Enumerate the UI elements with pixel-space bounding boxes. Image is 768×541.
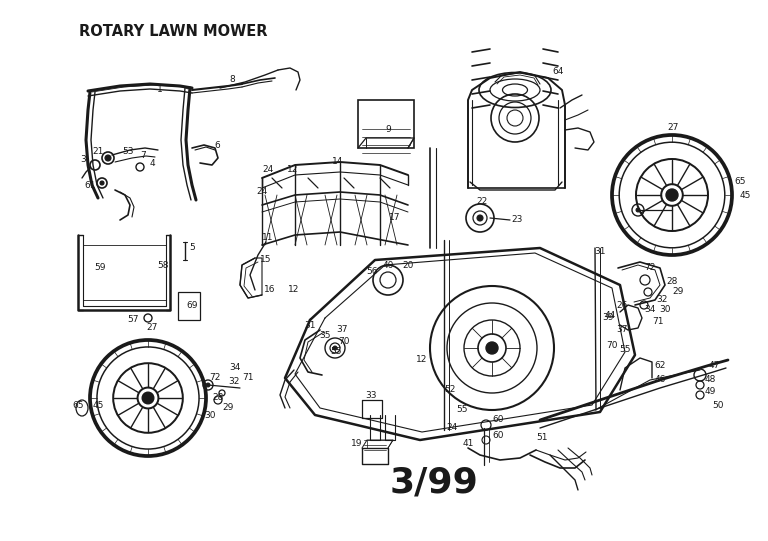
- Circle shape: [486, 342, 498, 354]
- Text: ROTARY LAWN MOWER: ROTARY LAWN MOWER: [78, 24, 267, 39]
- Text: 33: 33: [366, 391, 377, 399]
- Text: 32: 32: [657, 295, 667, 305]
- Circle shape: [636, 208, 640, 212]
- Text: 53: 53: [122, 148, 134, 156]
- Text: 49: 49: [704, 387, 716, 397]
- Text: 45: 45: [92, 400, 104, 410]
- Text: 40: 40: [382, 261, 394, 269]
- Text: 22: 22: [476, 197, 488, 207]
- Text: 7: 7: [140, 150, 146, 160]
- Text: 31: 31: [304, 320, 316, 329]
- Text: 65: 65: [72, 400, 84, 410]
- Text: 55: 55: [619, 346, 631, 354]
- Text: 34: 34: [644, 306, 656, 314]
- Text: 5: 5: [189, 243, 195, 253]
- Circle shape: [477, 215, 483, 221]
- Text: 1: 1: [157, 84, 163, 94]
- Text: 17: 17: [389, 214, 401, 222]
- Text: 41: 41: [462, 439, 474, 448]
- Text: 9: 9: [385, 126, 391, 135]
- Text: 65: 65: [734, 177, 746, 187]
- Text: 3/99: 3/99: [389, 466, 478, 499]
- Text: 29: 29: [222, 404, 233, 412]
- Text: 37: 37: [336, 326, 348, 334]
- Text: 24: 24: [263, 166, 273, 175]
- Text: 28: 28: [212, 393, 223, 403]
- Text: 4: 4: [149, 159, 155, 168]
- Text: 72: 72: [210, 373, 220, 382]
- Text: 26: 26: [616, 300, 627, 309]
- Text: 69: 69: [187, 300, 197, 309]
- Text: 3: 3: [80, 155, 86, 164]
- Text: 27: 27: [147, 324, 157, 333]
- Text: 19: 19: [351, 439, 362, 448]
- Text: 8: 8: [229, 76, 235, 84]
- Text: 57: 57: [127, 315, 139, 325]
- Bar: [178, 292, 200, 320]
- Text: 32: 32: [228, 378, 240, 386]
- Text: 12: 12: [287, 166, 299, 175]
- Text: 55: 55: [456, 406, 468, 414]
- Text: 35: 35: [319, 331, 331, 340]
- Text: 71: 71: [242, 373, 253, 382]
- Text: 51: 51: [536, 433, 548, 443]
- Circle shape: [666, 189, 678, 201]
- Text: 56: 56: [366, 267, 378, 276]
- Text: 62: 62: [654, 360, 666, 370]
- Circle shape: [105, 155, 111, 161]
- Text: 11: 11: [262, 234, 273, 242]
- Text: 70: 70: [606, 340, 617, 349]
- Text: 64: 64: [552, 68, 564, 76]
- Text: 71: 71: [652, 318, 664, 327]
- Text: 12: 12: [288, 286, 300, 294]
- Text: 72: 72: [644, 263, 656, 273]
- Circle shape: [333, 346, 337, 350]
- Circle shape: [206, 383, 210, 387]
- Text: 20: 20: [402, 261, 414, 269]
- Text: 45: 45: [740, 190, 750, 200]
- Text: 47: 47: [708, 360, 720, 370]
- Text: 27: 27: [667, 123, 679, 133]
- Text: 60: 60: [492, 415, 504, 425]
- Text: 59: 59: [94, 263, 106, 273]
- Text: 37: 37: [616, 326, 627, 334]
- Text: 44: 44: [604, 311, 616, 320]
- Text: 34: 34: [230, 364, 240, 373]
- Text: 30: 30: [204, 411, 216, 419]
- Text: 24: 24: [257, 188, 267, 196]
- Text: 50: 50: [712, 400, 723, 410]
- Text: 55: 55: [330, 347, 342, 357]
- Text: 21: 21: [92, 148, 104, 156]
- Circle shape: [100, 181, 104, 185]
- Text: 24: 24: [446, 424, 458, 432]
- Bar: [358, 100, 414, 148]
- Text: 70: 70: [338, 338, 349, 346]
- Circle shape: [142, 392, 154, 404]
- Text: 12: 12: [416, 355, 428, 365]
- Text: 23: 23: [511, 215, 523, 225]
- Text: 16: 16: [264, 286, 276, 294]
- Text: 39: 39: [602, 313, 614, 322]
- Text: 46: 46: [654, 375, 666, 385]
- Text: 61: 61: [84, 181, 96, 189]
- Text: 14: 14: [333, 157, 344, 167]
- Text: 48: 48: [704, 375, 716, 385]
- Text: 15: 15: [260, 255, 272, 265]
- Text: 31: 31: [594, 247, 606, 256]
- Text: 28: 28: [667, 278, 677, 287]
- Text: 30: 30: [659, 306, 670, 314]
- Text: 60: 60: [492, 431, 504, 439]
- Text: 29: 29: [672, 287, 684, 296]
- Text: 52: 52: [445, 386, 455, 394]
- Text: 6: 6: [214, 141, 220, 149]
- Text: 58: 58: [157, 261, 169, 269]
